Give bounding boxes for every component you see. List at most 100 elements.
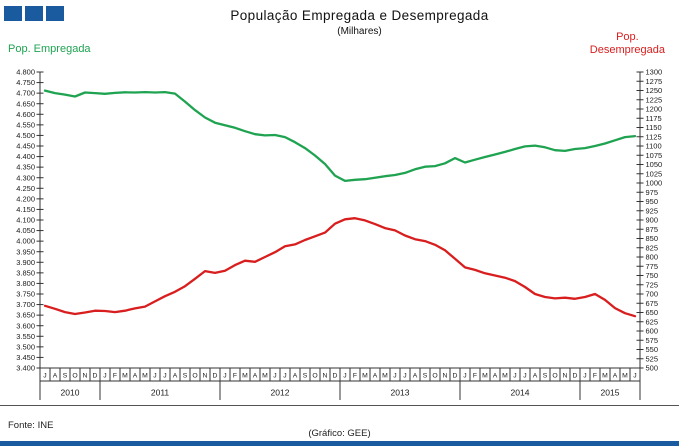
month-label: D [573,373,578,380]
employed-series-line [43,89,637,183]
right-axis-tick-label: 1125 [646,132,662,141]
right-axis-tick-label: 725 [646,280,659,289]
left-axis-tick-label: 4.450 [16,142,35,151]
right-axis-tick-label: 700 [646,290,659,299]
month-label: A [533,373,538,380]
logo-square [4,6,22,21]
month-label: J [583,373,586,380]
right-axis-tick-label: 1275 [646,77,663,86]
year-label: 2015 [601,388,620,398]
month-label: D [453,373,458,380]
left-axis-tick-label: 3.400 [16,364,35,373]
left-axis-tick-label: 3.600 [16,321,35,330]
left-axis-tick-label: 3.700 [16,300,35,309]
month-label: A [253,373,258,380]
left-axis-tick-label: 3.800 [16,279,35,288]
left-axis-tick-label: 3.500 [16,342,35,351]
month-label: J [633,373,636,380]
month-label: M [142,373,148,380]
left-axis-tick-label: 3.900 [16,258,35,267]
month-label: S [183,373,188,380]
month-label: N [83,373,88,380]
month-label: S [63,373,68,380]
month-label: J [463,373,466,380]
left-axis-tick-label: 4.250 [16,184,35,193]
month-label: D [213,373,218,380]
left-axis-tick-label: 4.350 [16,163,35,172]
month-label: F [593,373,597,380]
credit-text: (Gráfico: GEE) [308,428,371,439]
month-label: J [153,373,156,380]
right-axis-tick-label: 1250 [646,86,663,95]
left-axis-tick-label: 4.550 [16,120,35,129]
right-axis-tick-label: 800 [646,253,659,262]
employed-series-label: Pop. Empregada [8,43,91,55]
right-axis-tick-label: 550 [646,345,659,354]
right-axis-tick-label: 875 [646,225,659,234]
month-label: J [343,373,346,380]
left-axis-tick-label: 4.500 [16,131,35,140]
month-label: M [362,373,368,380]
left-axis-tick-label: 3.450 [16,353,35,362]
month-label: J [273,373,276,380]
month-label: O [192,373,197,380]
month-label: J [163,373,166,380]
month-label: N [203,373,208,380]
unemployed-series-label-line1: Pop. [616,31,639,43]
left-axis-tick-label: 4.150 [16,205,35,214]
left-axis-tick-label: 4.100 [16,216,35,225]
month-label: J [513,373,516,380]
month-label: F [353,373,357,380]
year-label: 2013 [391,388,410,398]
left-axis-tick-label: 4.700 [16,89,35,98]
month-label: A [493,373,498,380]
year-label: 2014 [511,388,530,398]
source-text: Fonte: INE [8,420,54,431]
left-axis-tick-label: 4.050 [16,226,35,235]
month-label: A [173,373,178,380]
month-label: M [122,373,128,380]
right-axis-tick-label: 950 [646,197,659,206]
right-axis-tick-label: 1200 [646,105,663,114]
bottom-bar [0,441,679,446]
month-label: M [602,373,608,380]
right-axis-tick-label: 650 [646,308,659,317]
year-label: 2012 [271,388,290,398]
year-label: 2010 [61,388,80,398]
right-axis-tick-label: 1175 [646,114,662,123]
right-axis-tick-label: 925 [646,206,659,215]
month-label: A [53,373,58,380]
right-axis-tick-label: 1050 [646,160,663,169]
year-label: 2011 [151,388,170,398]
left-axis-tick-label: 3.650 [16,311,35,320]
left-axis-tick-label: 4.400 [16,152,35,161]
month-label: M [382,373,388,380]
month-label: O [312,373,317,380]
month-label: F [233,373,237,380]
month-label: D [93,373,98,380]
month-label: M [502,373,508,380]
right-axis-tick-label: 975 [646,188,659,197]
month-label: J [103,373,106,380]
month-label: A [133,373,138,380]
right-axis-tick-label: 1000 [646,179,663,188]
left-axis-tick-label: 4.800 [16,68,35,77]
right-axis-tick-label: 1225 [646,95,663,104]
right-axis-tick-label: 1300 [646,68,663,77]
right-axis-tick-label: 850 [646,234,659,243]
month-label: M [482,373,488,380]
month-label: N [323,373,328,380]
unemployed-series-label: Pop. Desempregada [590,31,665,57]
month-label: J [393,373,396,380]
left-axis-tick-label: 4.750 [16,78,35,87]
month-label: S [423,373,428,380]
month-label: O [552,373,557,380]
month-label: F [473,373,477,380]
month-label: O [72,373,77,380]
month-label: N [443,373,448,380]
month-label: N [563,373,568,380]
month-label: J [43,373,46,380]
logo-square [46,6,64,21]
left-axis-tick-label: 3.850 [16,268,35,277]
